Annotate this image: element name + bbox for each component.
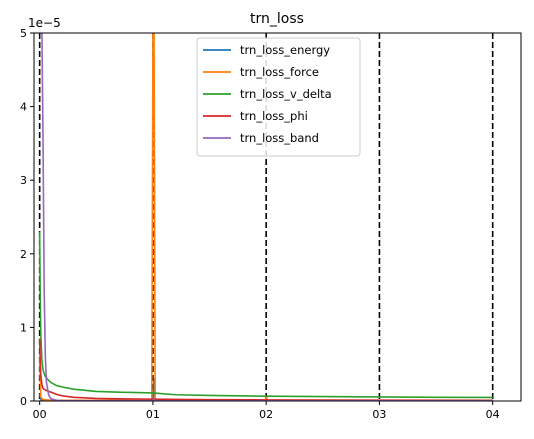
x-tick-label-4: 04 xyxy=(486,408,500,421)
series-line-trn_loss_band xyxy=(39,33,493,401)
x-tick-label-1: 01 xyxy=(146,408,160,421)
y-tick-label-2: 2 xyxy=(20,248,27,261)
y-tick-label-4: 4 xyxy=(20,101,27,114)
y-tick-label-5: 5 xyxy=(20,27,27,40)
x-tick-label-0: 00 xyxy=(33,408,47,421)
y-tick-label-0: 0 xyxy=(20,395,27,408)
x-tick-label-3: 03 xyxy=(372,408,386,421)
y-axis-offset-text: 1e−5 xyxy=(28,16,61,30)
y-tick-label-3: 3 xyxy=(20,174,27,187)
legend-label-trn_loss_v_delta: trn_loss_v_delta xyxy=(240,87,332,101)
legend-box xyxy=(196,37,361,157)
legend-label-trn_loss_energy: trn_loss_energy xyxy=(240,43,330,57)
x-tick-label-2: 02 xyxy=(259,408,273,421)
y-axis: 0 1 2 3 4 5 xyxy=(20,27,34,408)
legend-label-trn_loss_band: trn_loss_band xyxy=(240,131,319,145)
legend-label-trn_loss_phi: trn_loss_phi xyxy=(240,109,308,123)
y-tick-label-1: 1 xyxy=(20,321,27,334)
x-axis: 00 01 02 03 04 xyxy=(33,401,500,421)
series-line-trn_loss_v_delta xyxy=(38,231,493,399)
legend: trn_loss_energy trn_loss_force trn_loss_v_… xyxy=(196,37,361,157)
series-line-trn_loss_phi xyxy=(38,338,493,401)
legend-label-trn_loss_force: trn_loss_force xyxy=(240,65,319,79)
plot-frame xyxy=(33,32,522,402)
chart-title: trn_loss xyxy=(250,11,304,27)
